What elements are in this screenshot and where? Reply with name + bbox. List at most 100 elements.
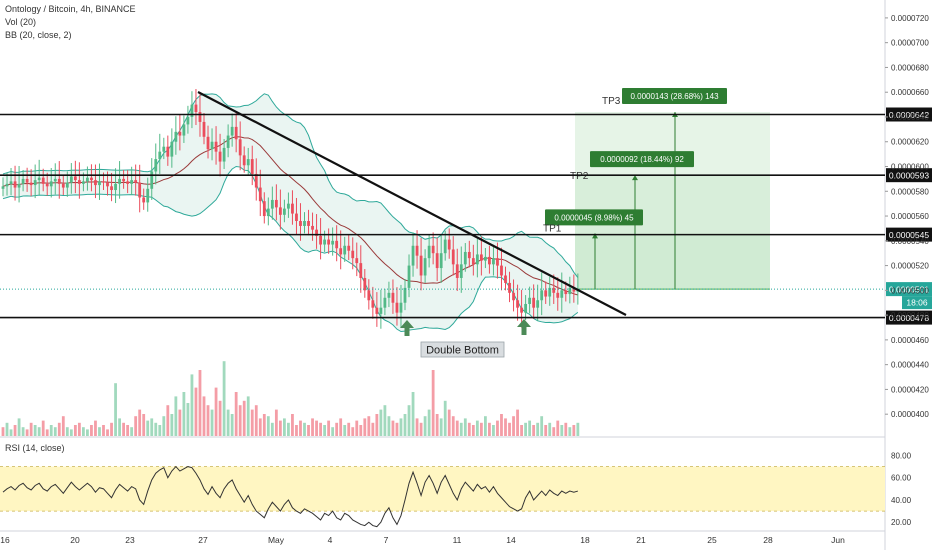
volume-bar <box>94 420 97 436</box>
candle-body <box>363 277 367 291</box>
volume-bar <box>299 420 302 436</box>
volume-bar <box>186 403 190 436</box>
volume-bar <box>57 422 61 436</box>
volume-legend: Vol (20) <box>5 17 37 27</box>
candle-body <box>154 159 158 172</box>
volume-bar <box>210 409 214 436</box>
volume-bar <box>102 425 105 436</box>
volume-bar <box>25 429 29 436</box>
volume-bar <box>387 416 391 436</box>
volume-bar <box>270 422 274 436</box>
candle-body <box>202 121 206 137</box>
candle-body <box>77 180 81 184</box>
candle <box>21 169 25 192</box>
last-price-label: 0.0000501 <box>889 285 929 295</box>
price-tick-11: 0.0000520 <box>891 262 929 271</box>
candle-body <box>150 171 154 189</box>
candle-body <box>118 178 121 184</box>
rsi-tick-1: 80.00 <box>891 451 912 460</box>
volume-bar <box>1 427 5 436</box>
candle-body <box>90 177 93 181</box>
candle-body <box>508 282 511 293</box>
volume-bar <box>33 425 37 436</box>
x-tick-8: 11 <box>453 535 462 545</box>
candle-body <box>375 307 379 314</box>
candle <box>134 164 138 196</box>
volume-bar <box>560 425 564 436</box>
candle <box>94 164 97 199</box>
candle <box>33 164 37 199</box>
volume-bar <box>327 420 331 436</box>
candle-body <box>198 112 202 122</box>
volume-bar <box>126 425 130 436</box>
volume-bar <box>548 422 552 436</box>
volume-bar <box>568 427 572 436</box>
volume-bar <box>443 400 447 436</box>
double-bottom-box <box>420 341 505 358</box>
candle-body <box>544 290 548 297</box>
candle-body <box>287 203 290 209</box>
candle <box>130 166 134 195</box>
price-tick-3: 0.0000680 <box>891 63 929 72</box>
volume-bar <box>86 429 89 436</box>
candle <box>242 146 246 173</box>
volume-bar <box>407 405 411 436</box>
volume-bar <box>379 409 383 436</box>
candle <box>250 145 254 186</box>
candle <box>327 228 331 254</box>
volume-bar <box>174 396 178 436</box>
volume-bar <box>451 416 455 436</box>
candle-body <box>532 297 536 308</box>
candle-body <box>230 126 234 136</box>
bottom-arrow-1 <box>400 320 414 336</box>
candle-body <box>303 221 306 226</box>
volume-bar <box>467 422 471 436</box>
candle <box>475 238 479 278</box>
candle <box>419 237 423 291</box>
volume-bar <box>266 416 270 436</box>
candle <box>214 126 218 165</box>
volume-bar <box>463 418 467 436</box>
candle-body <box>399 302 403 313</box>
candle-body <box>419 255 423 276</box>
volume-bar <box>194 387 198 436</box>
volume-bar <box>512 416 515 436</box>
candle-body <box>335 240 339 249</box>
volume-bar <box>246 396 250 436</box>
volume-bar <box>65 427 69 436</box>
candle <box>142 188 146 210</box>
candle <box>387 281 391 308</box>
volume-bar <box>170 414 174 436</box>
candle <box>274 184 278 221</box>
candle-body <box>355 258 359 264</box>
candle <box>560 272 564 313</box>
symbol-legend: Ontology / Bitcoin, 4h, BINANCE <box>5 4 136 14</box>
candle-body <box>379 307 383 314</box>
candle <box>86 166 89 191</box>
volume-bar <box>323 425 326 436</box>
candle <box>114 168 117 204</box>
countdown-badge <box>902 296 932 310</box>
rsi-tick-3: 40.00 <box>891 496 912 505</box>
candle-body <box>33 180 37 186</box>
target-zone-2 <box>575 175 770 290</box>
candle-body <box>254 173 258 188</box>
volume-bar <box>162 416 166 436</box>
x-tick-5: May <box>268 535 285 545</box>
candle-body <box>142 197 146 203</box>
candle <box>500 247 503 291</box>
candle <box>339 230 343 270</box>
candle <box>291 190 294 225</box>
volume-bar <box>459 422 463 436</box>
candle-body <box>528 297 532 304</box>
candle <box>379 289 383 329</box>
candle-body <box>114 183 117 191</box>
candle-body <box>210 141 214 150</box>
candle <box>206 125 210 159</box>
candle-body <box>439 253 443 269</box>
volume-bar <box>564 422 568 436</box>
level-badge-2 <box>886 168 932 183</box>
candle-body <box>556 292 560 298</box>
